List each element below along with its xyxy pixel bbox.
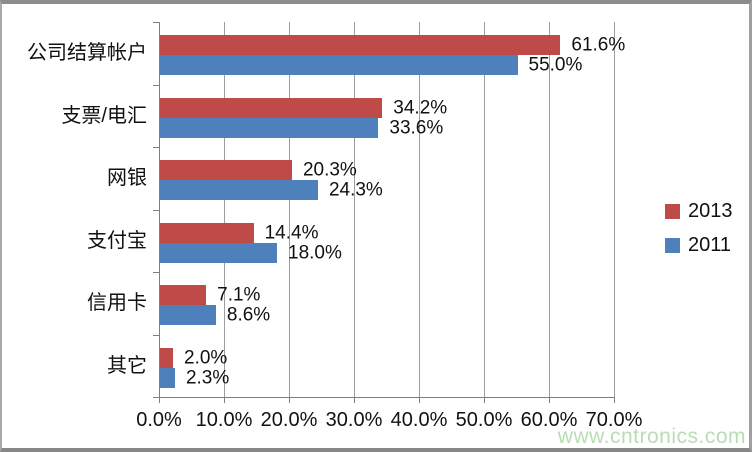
- value-label-2011: 18.0%: [288, 242, 342, 263]
- bar-2013: [160, 97, 383, 118]
- value-axis-tick: [549, 397, 550, 403]
- value-axis-tick: [224, 397, 225, 403]
- category-axis-tick: [153, 209, 159, 211]
- legend: 2013 2011: [665, 201, 733, 269]
- value-label-2013: 20.3%: [302, 159, 357, 181]
- bar-2013: [160, 347, 173, 368]
- value-axis-tick: [614, 397, 615, 403]
- gridline: [224, 22, 225, 397]
- bar-2013: [160, 35, 561, 55]
- category-label: 公司结算帐户: [27, 42, 147, 65]
- gridline: [419, 22, 420, 397]
- x-tick-label: 70.0%: [585, 409, 643, 431]
- bar-2011: [160, 305, 216, 325]
- category-label: 网银: [107, 167, 147, 190]
- bar-2013: [160, 285, 207, 305]
- category-label: 支票/电汇: [61, 104, 147, 127]
- value-axis-tick: [354, 397, 355, 403]
- value-axis-labels: 0.0% 10.0% 20.0% 30.0% 40.0% 50.0% 60.0% 70.0%: [2, 409, 749, 434]
- x-tick-label: 30.0%: [325, 409, 383, 431]
- category-axis-labels: 公司结算帐户支票/电汇网银支付宝信用卡其它: [2, 22, 147, 397]
- legend-label-2013: 2013: [688, 200, 733, 222]
- value-label-2011: 8.6%: [226, 304, 271, 326]
- value-axis-tick: [289, 397, 290, 403]
- category-axis-line: [159, 22, 160, 398]
- value-label-2013: 14.4%: [264, 222, 319, 243]
- x-tick-label: 10.0%: [195, 409, 253, 431]
- value-label-2013: 61.6%: [571, 34, 626, 56]
- value-axis-line: [159, 397, 615, 398]
- bar-2011: [160, 117, 379, 138]
- legend-swatch-2013-icon: [665, 203, 680, 219]
- bar-2013: [160, 222, 254, 243]
- gridline: [289, 22, 290, 397]
- gridline: [614, 22, 615, 397]
- bar-2011: [160, 367, 175, 388]
- category-axis-tick: [153, 147, 159, 148]
- x-tick-label: 20.0%: [260, 409, 318, 431]
- value-label-2011: 24.3%: [328, 179, 383, 201]
- value-label-2011: 55.0%: [528, 54, 583, 76]
- watermark: www.cntronics.com: [557, 424, 746, 448]
- gridline: [549, 22, 550, 397]
- value-axis-tick: [484, 397, 485, 403]
- category-axis-tick: [153, 84, 159, 86]
- category-label: 支付宝: [87, 229, 147, 252]
- value-label-2011: 33.6%: [389, 117, 444, 138]
- value-axis-tick: [419, 397, 420, 403]
- gridline: [484, 22, 485, 397]
- category-label: 其它: [107, 354, 147, 377]
- value-axis-tick: [159, 397, 160, 403]
- value-label-2013: 2.0%: [184, 347, 228, 368]
- bar-2011: [160, 180, 318, 200]
- category-axis-tick: [153, 397, 159, 398]
- bar-2011: [160, 55, 518, 75]
- legend-entry-2011: 2011: [665, 235, 733, 255]
- category-axis-tick: [153, 22, 159, 23]
- category-axis-tick: [153, 334, 159, 336]
- value-label-2013: 7.1%: [217, 284, 261, 306]
- legend-swatch-2011-icon: [665, 237, 680, 253]
- gridline: [354, 22, 355, 397]
- category-label: 信用卡: [87, 292, 147, 315]
- value-label-2013: 34.2%: [393, 97, 448, 118]
- x-tick-label: 60.0%: [520, 409, 578, 431]
- x-tick-label: 0.0%: [136, 409, 182, 431]
- legend-entry-2013: 2013: [665, 201, 733, 221]
- bar-2011: [160, 242, 277, 263]
- category-axis-tick: [153, 272, 159, 273]
- x-tick-label: 40.0%: [390, 409, 448, 431]
- bar-2013: [160, 160, 292, 180]
- value-label-2011: 2.3%: [185, 367, 230, 388]
- x-tick-label: 50.0%: [455, 409, 513, 431]
- legend-label-2011: 2011: [688, 234, 732, 256]
